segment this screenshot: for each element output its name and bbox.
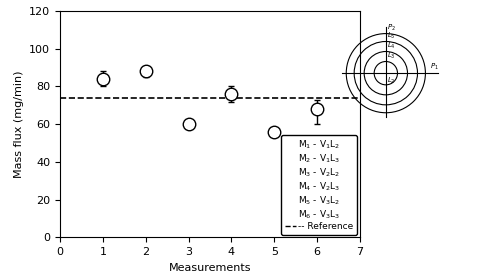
Text: $L_5$: $L_5$ bbox=[387, 30, 396, 41]
Text: $L_2$: $L_2$ bbox=[387, 76, 396, 86]
Y-axis label: Mass flux (mg/min): Mass flux (mg/min) bbox=[14, 70, 24, 178]
Legend: M$_1$ - V$_1$L$_2$, M$_2$ - V$_1$L$_3$, M$_3$ - V$_2$L$_2$, M$_4$ - V$_2$L$_3$, : M$_1$ - V$_1$L$_2$, M$_2$ - V$_1$L$_3$, … bbox=[282, 135, 358, 235]
Text: $P_1$: $P_1$ bbox=[430, 62, 438, 72]
Text: $L_4$: $L_4$ bbox=[387, 41, 396, 51]
Text: $L_3$: $L_3$ bbox=[387, 51, 396, 61]
X-axis label: Measurements: Measurements bbox=[169, 263, 252, 273]
Text: $P_2$: $P_2$ bbox=[387, 23, 396, 33]
